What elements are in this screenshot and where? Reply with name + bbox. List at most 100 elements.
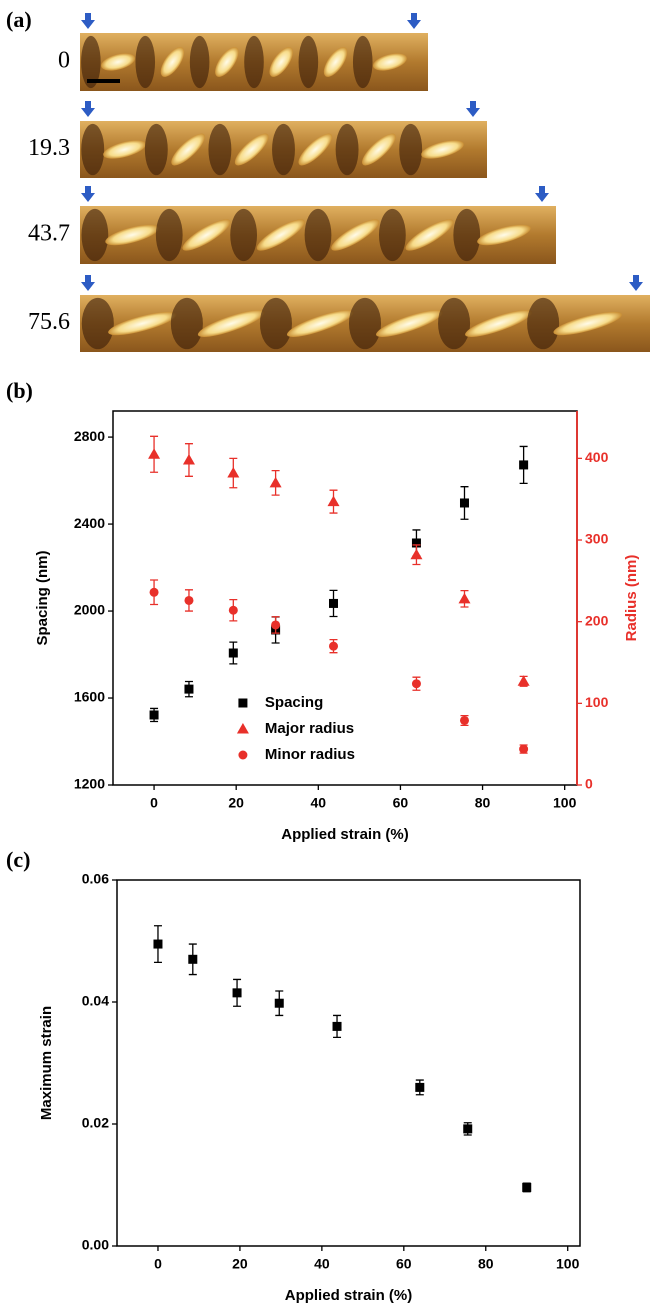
marker — [332, 1021, 342, 1031]
scale-bar — [87, 79, 120, 83]
wrinkle — [215, 47, 239, 77]
dark-gap — [208, 123, 232, 176]
y-tick-label: 0.02 — [82, 1115, 109, 1131]
marker — [184, 684, 194, 694]
marker — [269, 476, 282, 488]
dark-gap — [144, 123, 168, 176]
wrinkle — [405, 219, 454, 251]
legend-marker — [238, 750, 248, 760]
wrinkle — [234, 133, 269, 166]
dark-gap — [399, 123, 423, 176]
marker — [149, 710, 159, 720]
dark-gap — [272, 123, 295, 176]
wrinkle — [108, 311, 177, 336]
x-tick-label: 100 — [553, 795, 577, 811]
wrinkle — [269, 47, 293, 77]
y-tick-label: 0.06 — [82, 871, 109, 887]
arrow — [81, 186, 95, 202]
dark-gap — [81, 35, 101, 89]
wrinkle — [465, 310, 533, 337]
marker — [329, 598, 339, 608]
marker — [517, 675, 530, 686]
marker — [458, 592, 471, 604]
wrinkle — [105, 224, 159, 246]
y2-tick-label: 400 — [585, 449, 609, 465]
marker — [327, 495, 340, 507]
marker — [184, 595, 194, 605]
y-tick-label: 1600 — [74, 689, 105, 705]
marker — [271, 620, 281, 630]
y-tick-label: 0.00 — [82, 1237, 109, 1253]
dark-gap — [298, 35, 319, 89]
marker — [459, 715, 469, 725]
wrinkle — [373, 53, 407, 71]
x-tick-label: 0 — [150, 795, 158, 811]
marker — [228, 605, 238, 615]
afm-images — [80, 13, 650, 352]
marker — [410, 548, 423, 560]
wrinkle — [256, 219, 305, 251]
legend-label: Spacing — [265, 694, 323, 711]
marker — [182, 453, 195, 465]
strain-label: 0 — [58, 48, 70, 74]
panel-label: (a) — [6, 7, 32, 32]
dark-gap — [81, 123, 105, 176]
dark-gap — [527, 297, 560, 350]
wrinkle — [101, 53, 135, 71]
y-tick-label: 2000 — [74, 602, 105, 618]
x-tick-label: 80 — [478, 1256, 494, 1272]
legend-label: Minor radius — [265, 746, 355, 763]
y-tick-label: 2800 — [74, 428, 105, 444]
dark-gap — [438, 297, 471, 350]
x-tick-label: 40 — [311, 795, 327, 811]
dark-gap — [81, 208, 109, 262]
wrinkle — [298, 133, 333, 166]
y2-axis-title: Radius (nm) — [623, 555, 640, 642]
x-tick-label: 60 — [396, 1256, 412, 1272]
wrinkle — [171, 133, 205, 166]
dark-gap — [304, 208, 332, 262]
marker — [459, 498, 469, 508]
legend-label: Major radius — [265, 720, 354, 737]
strain-label: 19.3 — [28, 135, 70, 161]
dark-gap — [244, 35, 264, 89]
x-tick-label: 100 — [556, 1256, 580, 1272]
wrinkle — [376, 310, 444, 337]
marker — [329, 641, 339, 651]
arrow — [81, 101, 95, 117]
arrow — [535, 186, 549, 202]
legend-marker — [238, 698, 248, 708]
wrinkle — [286, 310, 354, 337]
wrinkle — [362, 133, 396, 166]
y-tick-label: 1200 — [74, 776, 105, 792]
marker — [153, 939, 163, 949]
dark-gap — [189, 35, 210, 89]
arrow — [466, 101, 480, 117]
y2-tick-label: 200 — [585, 612, 609, 628]
marker — [519, 460, 529, 470]
y2-tick-label: 100 — [585, 694, 609, 710]
dark-gap — [230, 208, 258, 262]
wrinkle — [477, 224, 531, 246]
dark-gap — [453, 208, 481, 262]
marker — [228, 648, 238, 658]
marker — [411, 679, 421, 689]
y2-tick-label: 300 — [585, 531, 609, 547]
x-tick-label: 80 — [475, 795, 491, 811]
marker — [519, 744, 529, 754]
arrow — [81, 13, 95, 29]
arrow — [407, 13, 421, 29]
y-tick-label: 2400 — [74, 515, 105, 531]
dark-gap — [335, 123, 359, 176]
x-axis-title: Applied strain (%) — [285, 1287, 413, 1304]
marker — [411, 538, 421, 548]
strain-label: 43.7 — [28, 221, 70, 247]
wrinkle — [103, 140, 146, 159]
y-axis-title: Spacing (nm) — [34, 550, 51, 645]
x-tick-label: 60 — [393, 795, 409, 811]
legend-marker — [236, 723, 249, 734]
marker — [149, 587, 159, 597]
y-axis-title: Maximum strain — [38, 1006, 55, 1120]
arrow — [81, 275, 95, 291]
